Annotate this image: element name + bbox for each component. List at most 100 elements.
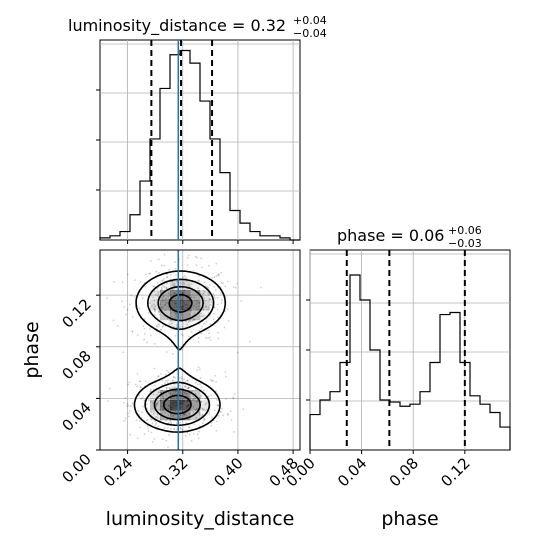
scatter-point [133, 295, 136, 298]
heatmap-cell [150, 290, 161, 301]
scatter-point [202, 419, 205, 422]
scatter-point [174, 410, 177, 412]
joint-density-x-ticks: 0.24 0.32 0.40 0.48 [100, 450, 302, 490]
scatter-point [200, 315, 203, 318]
scatter-point [187, 321, 190, 323]
scatter-point [186, 432, 189, 434]
scatter-point [150, 431, 153, 434]
scatter-point [259, 286, 262, 289]
scatter-point [209, 323, 212, 326]
scatter-point [179, 385, 182, 387]
scatter-point [162, 295, 165, 297]
scatter-point [213, 295, 216, 298]
joint-density-grid [100, 250, 300, 451]
scatter-point [221, 299, 223, 301]
scatter-point [232, 397, 235, 400]
scatter-point [215, 275, 218, 278]
scatter-point [156, 298, 158, 301]
scatter-point [157, 310, 160, 313]
scatter-point [165, 287, 168, 290]
scatter-point [164, 301, 167, 304]
heatmap-cell [160, 300, 171, 311]
scatter-point [161, 305, 164, 308]
scatter-point [126, 308, 129, 311]
scatter-point [143, 338, 145, 341]
scatter-point [171, 379, 174, 382]
scatter-point [183, 283, 186, 286]
scatter-point [184, 385, 187, 388]
scatter-point [147, 430, 150, 433]
scatter-point [138, 380, 141, 383]
scatter-point [240, 300, 243, 302]
scatter-point [138, 419, 141, 422]
scatter-point [144, 380, 147, 383]
scatter-point [184, 276, 187, 279]
scatter-point [182, 391, 185, 394]
scatter-point [182, 282, 185, 284]
scatter-point [136, 372, 139, 375]
scatter-point [233, 431, 235, 433]
scatter-point [158, 271, 160, 274]
x-tick-label-phase: 0.12 [437, 454, 473, 490]
scatter-point [167, 422, 170, 424]
scatter-point [161, 298, 164, 301]
scatter-point [164, 382, 166, 384]
scatter-point [156, 287, 159, 290]
scatter-point [145, 403, 148, 406]
scatter-point [190, 330, 193, 333]
scatter-point [136, 385, 139, 388]
scatter-point [233, 393, 236, 395]
scatter-point [203, 408, 206, 411]
scatter-point [203, 297, 206, 300]
scatter-point [188, 426, 191, 429]
scatter-point [162, 295, 165, 298]
scatter-point [181, 410, 183, 413]
scatter-point [198, 430, 200, 433]
scatter-point [167, 371, 170, 374]
scatter-point [148, 399, 150, 401]
scatter-point [209, 298, 212, 301]
scatter-point [186, 379, 189, 382]
scatter-point [171, 288, 174, 291]
scatter-point [182, 291, 185, 294]
scatter-point [167, 298, 170, 301]
y-tick-label-phase: 0.12 [58, 295, 94, 331]
scatter-point [165, 286, 168, 289]
scatter-point [199, 396, 201, 399]
scatter-point [160, 289, 163, 291]
scatter-point [207, 291, 209, 294]
scatter-point [143, 399, 146, 402]
scatter-point [180, 377, 183, 380]
scatter-point [147, 312, 150, 314]
scatter-point [149, 272, 152, 275]
scatter-point [149, 400, 152, 403]
scatter-point [196, 400, 199, 403]
scatter-point [127, 415, 130, 418]
scatter-point [186, 264, 189, 266]
scatter-point [195, 306, 198, 309]
heatmap-cell [170, 310, 181, 321]
scatter-point [165, 369, 168, 372]
scatter-point [184, 385, 186, 388]
scatter-point [232, 286, 235, 288]
scatter-point [160, 286, 163, 289]
scatter-point [205, 305, 207, 308]
scatter-point [173, 311, 176, 314]
scatter-point [214, 374, 217, 377]
scatter-point [183, 289, 186, 292]
heatmap-cell [160, 280, 171, 291]
scatter-point [113, 281, 116, 283]
phase-title-sup: +0.06 [448, 224, 482, 237]
scatter-point [230, 419, 233, 421]
scatter-point [139, 386, 142, 389]
phase-histogram-grid [309, 250, 510, 450]
scatter-point [122, 401, 125, 404]
scatter-point [131, 402, 134, 405]
scatter-point [149, 328, 151, 330]
scatter-point [128, 410, 131, 412]
scatter-point [188, 425, 190, 428]
scatter-point [183, 378, 186, 381]
scatter-point [173, 292, 176, 295]
scatter-point [168, 293, 171, 295]
scatter-point [160, 412, 163, 415]
